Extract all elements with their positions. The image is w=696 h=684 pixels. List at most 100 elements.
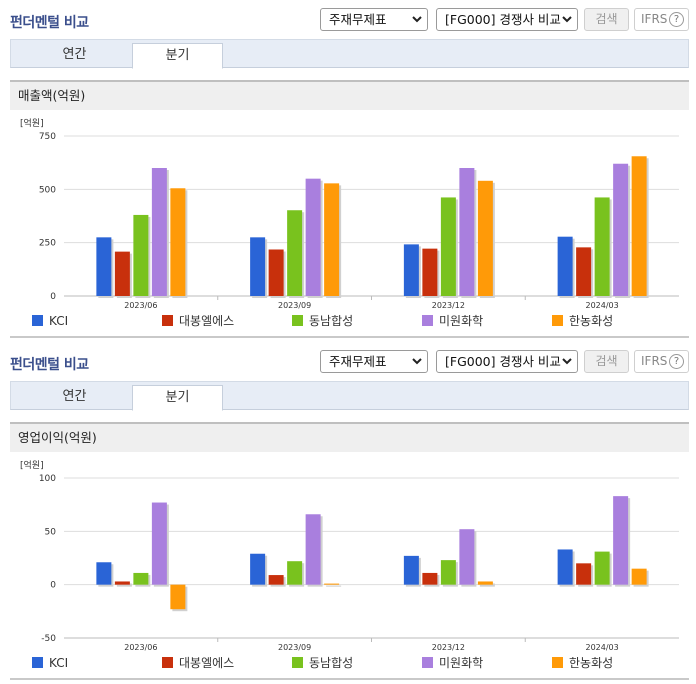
bar-daebong-ls[interactable] (422, 572, 438, 585)
x-tick-label: 2023/09 (278, 643, 311, 652)
legend-item-kci[interactable]: KCI (32, 654, 68, 672)
tab-quarterly[interactable]: 분기 (132, 385, 223, 411)
tab-annual[interactable]: 연간 (62, 47, 87, 62)
legend-label: 대봉엘에스 (179, 314, 235, 328)
legend-item-dongnam[interactable]: 동남합성 (292, 312, 353, 330)
bar-miwon[interactable] (305, 178, 321, 296)
bar-dongnam[interactable] (440, 560, 456, 585)
legend-label: 대봉엘에스 (179, 656, 235, 670)
bar-dongnam[interactable] (133, 572, 149, 585)
peer-select[interactable]: [FG000] 경쟁사 비교 (436, 350, 578, 373)
peer-select-value: [FG000] 경쟁사 비교 (445, 354, 561, 369)
bar-miwon[interactable] (459, 529, 475, 585)
legend-label: 동남합성 (309, 314, 354, 328)
y-tick-label: -50 (41, 634, 56, 644)
bar-hannong[interactable] (631, 568, 647, 585)
period-tabs: 연간 분기 (10, 39, 689, 69)
help-icon[interactable]: ? (669, 354, 684, 369)
statement-select[interactable]: 주재무제표 (320, 8, 428, 31)
statement-select-value: 주재무제표 (329, 354, 387, 369)
chart-title: 영업이익(억원) (10, 422, 689, 452)
tab-quarterly[interactable]: 분기 (132, 43, 223, 69)
bar-daebong-ls[interactable] (268, 249, 284, 296)
search-button[interactable]: 검색 (584, 8, 629, 31)
legend-item-daebong-ls[interactable]: 대봉엘에스 (162, 312, 234, 330)
bar-kci[interactable] (96, 562, 112, 585)
bar-hannong[interactable] (324, 183, 340, 296)
ifrs-button[interactable]: IFRS ? (634, 8, 689, 31)
bar-dongnam[interactable] (287, 210, 303, 296)
help-icon[interactable]: ? (669, 12, 684, 27)
bar-dongnam[interactable] (133, 214, 149, 296)
x-tick-label: 2023/06 (124, 301, 157, 310)
divider (10, 336, 689, 338)
bar-daebong-ls[interactable] (268, 575, 284, 585)
bar-kci[interactable] (557, 236, 573, 296)
tab-annual[interactable]: 연간 (62, 389, 87, 404)
y-tick-label: 0 (50, 292, 56, 302)
bar-hannong[interactable] (477, 581, 493, 585)
bar-dongnam[interactable] (594, 197, 610, 296)
bar-hannong[interactable] (324, 583, 340, 585)
ifrs-label: IFRS (641, 12, 668, 26)
legend-swatch (32, 657, 43, 668)
fundamental-section-operating-profit: 펀더멘털 비교 주재무제표 [FG000] 경쟁사 비교 검색 IFRS ? 연… (0, 342, 696, 684)
x-tick-label: 2024/03 (586, 643, 619, 652)
y-tick-label: 0 (50, 581, 56, 591)
bar-kci[interactable] (403, 244, 419, 296)
legend-item-hannong[interactable]: 한농화성 (552, 654, 613, 672)
legend-swatch (162, 657, 173, 668)
x-tick-label: 2023/09 (278, 301, 311, 310)
bar-miwon[interactable] (305, 514, 321, 585)
unit-label: [억원] (20, 459, 44, 471)
search-button[interactable]: 검색 (584, 350, 629, 373)
y-tick-label: 50 (45, 527, 57, 537)
bar-miwon[interactable] (613, 163, 629, 296)
bar-kci[interactable] (250, 237, 266, 296)
legend-label: 미원화학 (439, 314, 484, 328)
legend-swatch (422, 657, 433, 668)
legend-item-dongnam[interactable]: 동남합성 (292, 654, 353, 672)
peer-select[interactable]: [FG000] 경쟁사 비교 (436, 8, 578, 31)
chevron-down-icon (412, 358, 422, 365)
bar-hannong[interactable] (631, 156, 647, 296)
legend-item-kci[interactable]: KCI (32, 312, 68, 330)
statement-select[interactable]: 주재무제표 (320, 350, 428, 373)
bar-miwon[interactable] (151, 168, 167, 296)
divider (10, 678, 689, 680)
bar-miwon[interactable] (151, 502, 167, 585)
legend-swatch (552, 315, 563, 326)
legend-swatch (292, 315, 303, 326)
legend-item-daebong-ls[interactable]: 대봉엘에스 (162, 654, 234, 672)
bar-kci[interactable] (557, 549, 573, 585)
legend-item-miwon[interactable]: 미원화학 (422, 312, 483, 330)
bar-daebong-ls[interactable] (114, 251, 130, 296)
bar-kci[interactable] (96, 237, 112, 296)
legend-label: KCI (49, 314, 69, 328)
bar-miwon[interactable] (459, 168, 475, 296)
legend-swatch (32, 315, 43, 326)
legend-label: KCI (49, 656, 69, 670)
bar-kci[interactable] (250, 553, 266, 585)
bar-kci[interactable] (403, 555, 419, 585)
bar-hannong[interactable] (170, 584, 186, 610)
chart-title: 매출액(억원) (10, 80, 689, 110)
bar-hannong[interactable] (170, 188, 186, 296)
bar-dongnam[interactable] (440, 197, 456, 296)
bar-dongnam[interactable] (287, 561, 303, 585)
bar-daebong-ls[interactable] (114, 581, 130, 585)
legend-swatch (552, 657, 563, 668)
bar-hannong[interactable] (477, 180, 493, 296)
bar-daebong-ls[interactable] (576, 247, 592, 296)
legend-swatch (292, 657, 303, 668)
legend-item-miwon[interactable]: 미원화학 (422, 654, 483, 672)
ifrs-button[interactable]: IFRS ? (634, 350, 689, 373)
peer-select-value: [FG000] 경쟁사 비교 (445, 12, 561, 27)
y-tick-label: 100 (39, 474, 56, 484)
bar-dongnam[interactable] (594, 551, 610, 585)
bar-daebong-ls[interactable] (576, 563, 592, 585)
legend-item-hannong[interactable]: 한농화성 (552, 312, 613, 330)
bar-daebong-ls[interactable] (422, 248, 438, 296)
section-title: 펀더멘털 비교 (10, 357, 89, 373)
bar-miwon[interactable] (613, 496, 629, 585)
